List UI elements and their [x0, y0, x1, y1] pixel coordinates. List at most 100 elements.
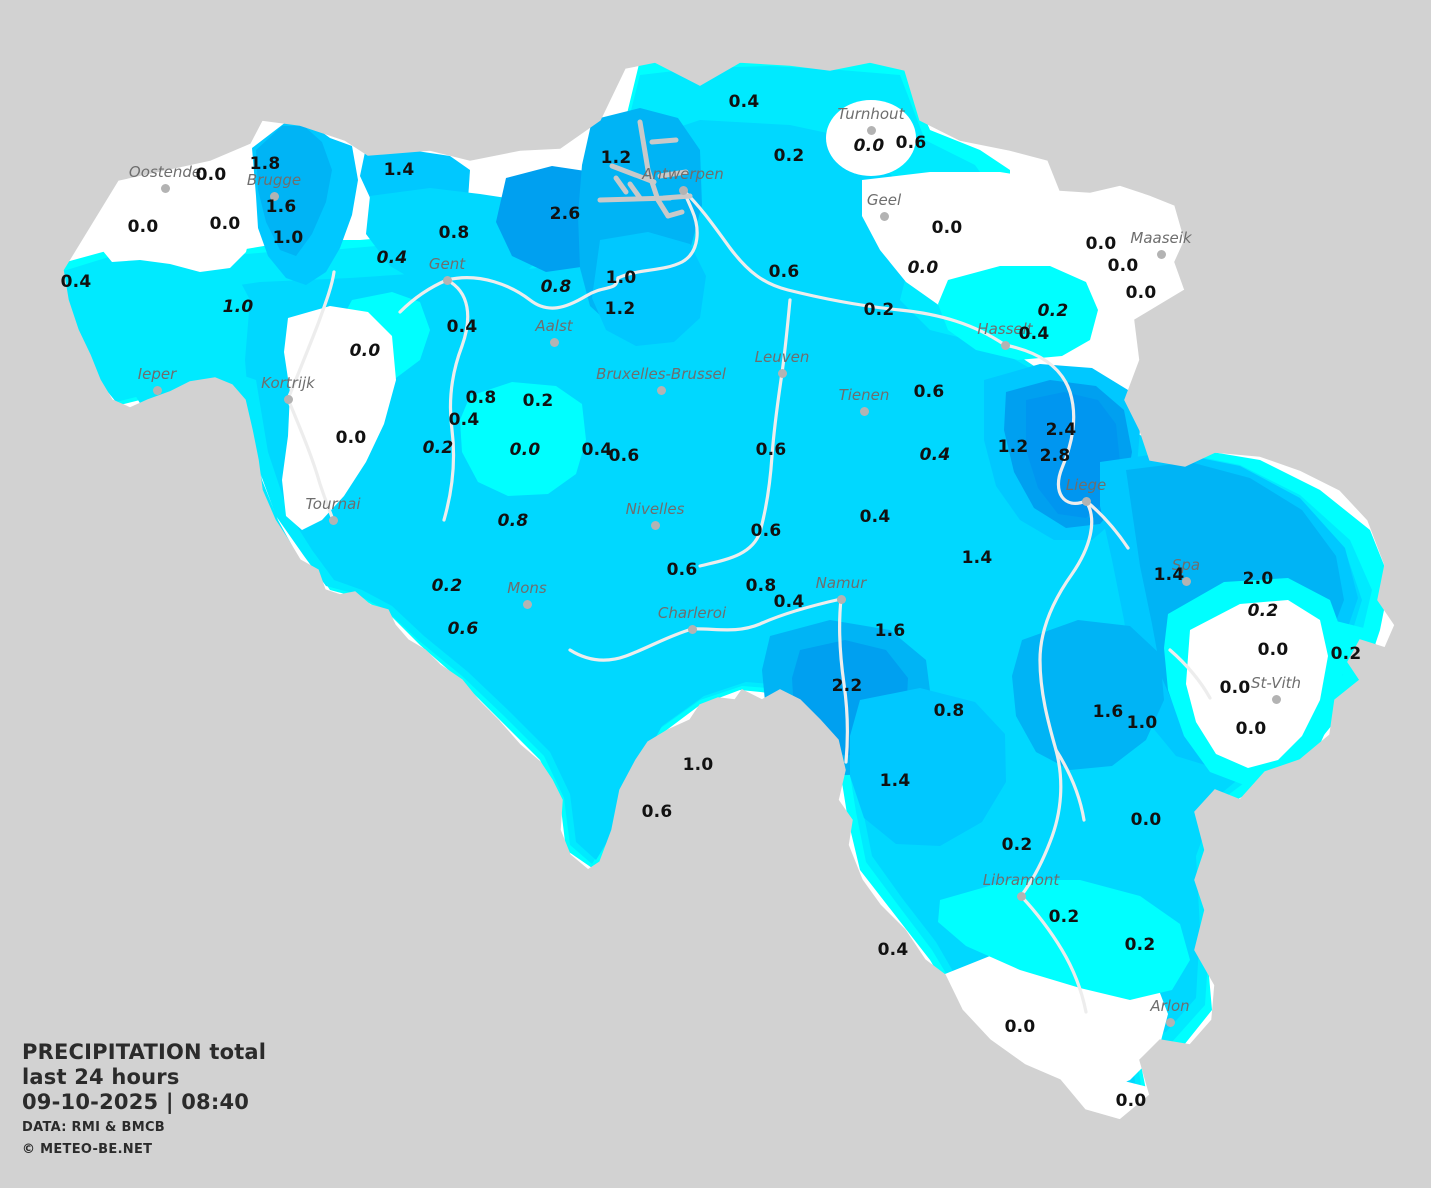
precipitation-value-label: 1.4 [1153, 565, 1185, 585]
precipitation-value-label: 0.0 [335, 428, 367, 448]
city-dot-icon [1156, 249, 1166, 259]
city-label: Spa [1171, 556, 1201, 574]
city-dot-icon [678, 185, 688, 195]
precipitation-value-label: 0.6 [666, 560, 698, 580]
precipitation-value-label: 0.0 [1115, 1091, 1147, 1111]
precipitation-value-label: 0.0 [349, 341, 381, 361]
precipitation-value-label: 0.0 [1257, 640, 1289, 660]
city-dot-icon [1165, 1017, 1175, 1027]
precipitation-value-label: 1.0 [605, 268, 637, 288]
precipitation-value-label: 0.4 [859, 507, 891, 527]
precipitation-value-label: 0.2 [1037, 301, 1069, 321]
precipitation-value-label: 1.4 [383, 160, 415, 180]
city-dot-icon [442, 275, 452, 285]
precipitation-value-label: 0.2 [1330, 644, 1362, 664]
city-dot-icon [1016, 891, 1026, 901]
city-dot-icon [650, 520, 660, 530]
city-label: Antwerpen [642, 165, 724, 183]
city-dot-icon [836, 594, 846, 604]
city-label: Oostende [128, 163, 202, 181]
city-label: Maaseik [1130, 229, 1192, 247]
precipitation-value-label: 0.8 [540, 277, 572, 297]
city-label: Ieper [137, 365, 177, 383]
precipitation-value-label: 0.0 [1219, 678, 1251, 698]
precipitation-value-label: 1.0 [1126, 713, 1158, 733]
precipitation-value-label: 0.2 [431, 576, 463, 596]
river-network [286, 188, 1212, 1014]
city-dot-icon [1081, 496, 1091, 506]
precipitation-value-label: 0.6 [641, 802, 673, 822]
precipitation-value-label: 0.8 [465, 388, 497, 408]
precipitation-value-label: 0.6 [913, 382, 945, 402]
precipitation-value-label: 0.8 [438, 223, 470, 243]
city-label: Geel [866, 191, 902, 209]
precipitation-value-label: 1.4 [879, 771, 911, 791]
city-label: Arlon [1150, 997, 1190, 1015]
city-label: Tournai [305, 495, 361, 513]
city-dot-icon [160, 183, 170, 193]
precipitation-value-label: 1.2 [604, 299, 636, 319]
city-dot-icon [1000, 340, 1010, 350]
precipitation-value-label: 0.0 [931, 218, 963, 238]
city-label: Libramont [982, 871, 1060, 889]
country-outline [62, 61, 1396, 1121]
city-label: Nivelles [625, 500, 685, 518]
city-label: Hasselt [977, 320, 1033, 338]
precipitation-value-label: 1.6 [265, 197, 297, 217]
city-label: Aalst [535, 317, 573, 335]
precipitation-value-label: 0.0 [1085, 234, 1117, 254]
precipitation-value-label: 0.4 [60, 272, 92, 292]
precipitation-value-label: 0.2 [773, 146, 805, 166]
precipitation-value-label: 1.6 [874, 621, 906, 641]
precipitation-value-label: 0.4 [919, 445, 951, 465]
precipitation-value-label: 0.2 [863, 300, 895, 320]
city-dot-icon [328, 515, 338, 525]
city-label: Bruxelles-Brussel [596, 365, 726, 383]
precipitation-value-label: 1.6 [1092, 702, 1124, 722]
precipitation-value-label: 0.6 [608, 446, 640, 466]
legend-copyright: © METEO-BE.NET [22, 1142, 153, 1157]
precipitation-value-label: 2.0 [1242, 569, 1274, 589]
precipitation-value-label: 0.0 [209, 214, 241, 234]
precipitation-value-label: 0.0 [509, 440, 541, 460]
precipitation-value-label: 0.0 [1125, 283, 1157, 303]
legend-period: last 24 hours [22, 1065, 180, 1089]
precipitation-value-label: 0.0 [1107, 256, 1139, 276]
precipitation-value-label: 2.8 [1039, 446, 1071, 466]
city-dot-icon [522, 599, 532, 609]
precipitation-value-label: 2.4 [1045, 420, 1077, 440]
precipitation-value-label: 0.6 [768, 262, 800, 282]
precipitation-value-label: 0.2 [1124, 935, 1156, 955]
legend-data-source: DATA: RMI & BMCB [22, 1120, 165, 1135]
precipitation-value-label: 1.0 [222, 297, 254, 317]
city-dot-icon [549, 337, 559, 347]
city-dot-icon [1181, 576, 1191, 586]
city-dot-icon [269, 191, 279, 201]
precipitation-value-label: 0.2 [1001, 835, 1033, 855]
precipitation-value-label: 2.6 [549, 204, 581, 224]
precipitation-value-label: 0.6 [447, 619, 479, 639]
precipitation-value-label: 1.0 [272, 228, 304, 248]
precipitation-value-label: 0.6 [750, 521, 782, 541]
precipitation-value-label: 1.8 [249, 154, 281, 174]
precipitation-value-label: 0.4 [877, 940, 909, 960]
city-label: Tienen [838, 386, 890, 404]
city-dot-icon [283, 394, 293, 404]
precipitation-value-label: 0.8 [745, 576, 777, 596]
city-label: Turnhout [837, 105, 905, 123]
city-dot-icon [656, 385, 666, 395]
city-label: Leuven [754, 348, 810, 366]
precipitation-value-label: 0.0 [1130, 810, 1162, 830]
precipitation-value-label: 1.4 [961, 548, 993, 568]
city-dot-icon [859, 406, 869, 416]
city-label: Namur [815, 574, 867, 592]
precipitation-value-label: 0.4 [1018, 324, 1050, 344]
city-dot-icon [687, 624, 697, 634]
precipitation-value-label: 0.4 [581, 440, 613, 460]
legend-datetime: 09-10-2025 | 08:40 [22, 1090, 250, 1114]
city-dot-icon [777, 368, 787, 378]
precipitation-value-label: 0.6 [755, 440, 787, 460]
city-label: Gent [428, 255, 466, 273]
